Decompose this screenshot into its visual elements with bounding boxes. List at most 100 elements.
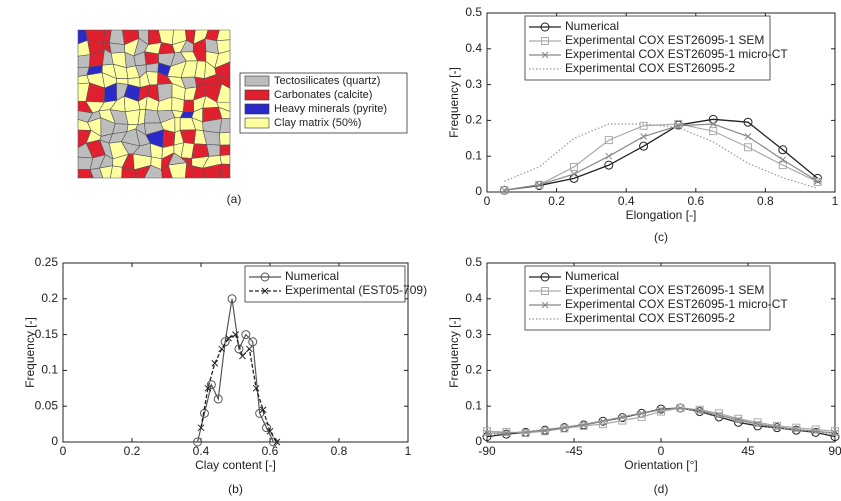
marker: [193, 437, 203, 447]
y-tick-label: 0.25: [35, 255, 59, 269]
legend-swatch: [244, 103, 270, 115]
marker: [541, 427, 549, 434]
series-line: [200, 333, 278, 443]
x-tick-label: -45: [565, 444, 583, 458]
marker: [604, 136, 613, 145]
legend-marker: [260, 272, 270, 282]
marker: [197, 424, 205, 432]
y-tick-label: 0.2: [465, 113, 482, 127]
marker: [715, 409, 723, 418]
grain: [109, 29, 125, 46]
marker: [604, 160, 614, 170]
legend-box: [524, 265, 771, 331]
marker: [831, 427, 839, 436]
marker: [259, 406, 267, 414]
y-tick-label: 0: [475, 184, 482, 198]
marker: [605, 152, 613, 160]
grain: [110, 165, 123, 179]
marker: [709, 127, 718, 136]
marker: [273, 438, 281, 446]
x-tick-label: 90: [828, 444, 841, 458]
legend-label: Clay matrix (50%): [274, 117, 361, 129]
grain: [162, 129, 176, 148]
series-line: [504, 123, 818, 189]
marker: [502, 429, 510, 437]
legend-label: Numerical: [285, 269, 339, 283]
series-line: [504, 118, 819, 191]
series-line: [486, 407, 836, 434]
legend-marker: [541, 51, 549, 59]
grain: [206, 144, 221, 157]
panel-label: (d): [654, 482, 669, 496]
marker: [599, 417, 607, 425]
marker: [744, 143, 752, 152]
marker: [570, 162, 578, 171]
x-tick-label: 1: [832, 194, 839, 208]
legend-marker: [541, 301, 549, 309]
marker: [813, 177, 822, 186]
y-tick-label: 0.15: [35, 327, 59, 341]
marker: [213, 394, 223, 404]
marker: [773, 423, 781, 431]
y-tick-label: 0.5: [465, 5, 482, 19]
series-line: [504, 123, 818, 191]
legend-label: Experimental COX EST26095-1 micro-CT: [565, 47, 788, 61]
y-tick-label: 0.3: [465, 77, 482, 91]
marker: [639, 141, 649, 151]
marker: [206, 380, 216, 390]
panel-label: (b): [228, 482, 243, 496]
y-tick-label: 0.05: [35, 398, 59, 412]
marker: [657, 407, 665, 416]
grain: [219, 144, 231, 156]
marker: [580, 421, 588, 429]
legend-label: Carbonates (calcite): [274, 89, 372, 101]
x-tick-label: 0.6: [687, 194, 704, 208]
marker: [535, 181, 543, 189]
grain: [219, 131, 231, 146]
legend-label: Numerical: [565, 269, 619, 283]
marker: [814, 177, 821, 185]
marker: [239, 352, 246, 360]
legend-box: [524, 15, 771, 81]
marker: [812, 427, 820, 435]
panel-label: (a): [227, 192, 242, 206]
marker: [744, 133, 752, 140]
grain: [124, 109, 141, 126]
marker: [522, 428, 530, 436]
legend-label: Experimental (EST05-709): [285, 283, 427, 297]
x-axis-label: Orientation [°]: [624, 458, 698, 472]
marker: [262, 423, 272, 433]
marker: [715, 411, 723, 419]
marker: [792, 423, 801, 432]
marker: [753, 418, 762, 427]
marker: [560, 424, 568, 432]
grain: [77, 54, 91, 68]
marker: [754, 420, 762, 428]
y-tick-label: 0: [51, 434, 58, 448]
marker: [266, 427, 274, 435]
marker: [570, 170, 578, 178]
marker: [779, 156, 787, 164]
marker: [252, 384, 260, 392]
legend-swatch: [244, 117, 270, 129]
marker: [640, 133, 647, 140]
marker: [696, 407, 704, 414]
x-tick-label: 0.4: [618, 194, 635, 208]
marker: [211, 359, 219, 367]
panel-label: (c): [654, 230, 668, 244]
grain: [182, 99, 195, 113]
legend-label: Experimental COX EST26095-1 micro-CT: [565, 297, 788, 311]
marker: [218, 345, 226, 353]
grain: [184, 162, 193, 179]
series-line: [196, 298, 274, 443]
y-tick-label: 0.3: [465, 327, 482, 341]
y-tick-label: 0.1: [41, 363, 58, 377]
marker: [792, 426, 800, 433]
marker: [675, 122, 682, 130]
series-line: [486, 408, 836, 436]
marker: [234, 344, 244, 354]
marker: [483, 429, 491, 437]
y-tick-label: 0.5: [465, 255, 482, 269]
x-tick-label: 45: [741, 444, 755, 458]
